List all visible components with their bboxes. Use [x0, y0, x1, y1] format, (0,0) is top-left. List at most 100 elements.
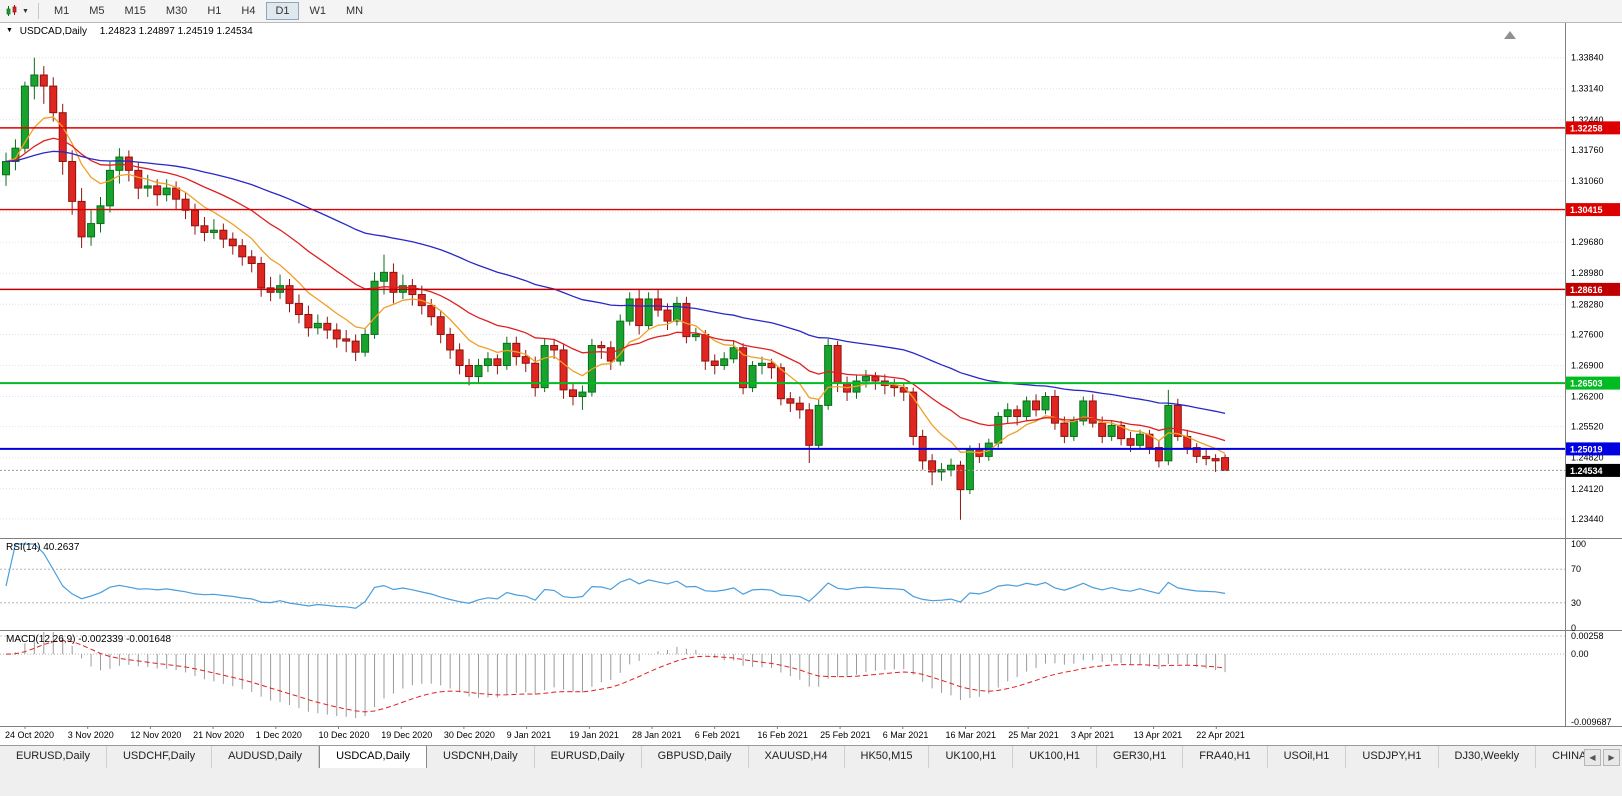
rsi-guides — [0, 568, 1565, 604]
svg-text:1 Dec 2020: 1 Dec 2020 — [256, 730, 302, 740]
toolbar: ▼ M1 M5 M15 M30 H1 H4 D1 W1 MN — [0, 0, 1622, 23]
svg-text:1.28280: 1.28280 — [1571, 299, 1604, 309]
timeframe-m30[interactable]: M30 — [157, 2, 196, 20]
svg-text:3 Apr 2021: 3 Apr 2021 — [1071, 730, 1115, 740]
chart-symbol-label: USDCAD,Daily — [19, 26, 87, 37]
svg-text:1.28616: 1.28616 — [1570, 285, 1603, 295]
svg-text:24 Oct 2020: 24 Oct 2020 — [5, 730, 54, 740]
svg-text:1.33840: 1.33840 — [1571, 53, 1604, 63]
chart-type-dropdown-caret-icon[interactable]: ▼ — [22, 7, 29, 15]
tab-usoil-h1[interactable]: USOil,H1 — [1267, 746, 1347, 768]
tab-usdcnh-daily[interactable]: USDCNH,Daily — [427, 746, 535, 768]
time-axis[interactable]: 24 Oct 2020 3 Nov 2020 12 Nov 2020 21 Nov 2… — [5, 726, 1245, 740]
chart-collapse-icon[interactable]: ▼ — [6, 27, 13, 34]
level-badge-1.28616: 1.28616 — [1566, 282, 1620, 296]
rsi-indicator-label: RSI(14) 40.2637 — [6, 542, 80, 553]
svg-text:28 Jan 2021: 28 Jan 2021 — [632, 730, 682, 740]
svg-text:21 Nov 2020: 21 Nov 2020 — [193, 730, 244, 740]
candlestick-chart-icon — [6, 5, 17, 16]
chart-canvas[interactable]: 1.338401.331401.324401.317601.310601.303… — [0, 22, 1622, 745]
timeframe-mn[interactable]: MN — [337, 2, 372, 20]
timeframe-m15[interactable]: M15 — [116, 2, 155, 20]
svg-text:0.00258: 0.00258 — [1571, 631, 1604, 641]
svg-text:1.28980: 1.28980 — [1571, 268, 1604, 278]
tab-hk50-m15[interactable]: HK50,M15 — [844, 746, 930, 768]
tab-fra40-h1[interactable]: FRA40,H1 — [1183, 746, 1268, 768]
level-badge-1.32258: 1.32258 — [1566, 121, 1620, 135]
symbol-tabs: EURUSD,Daily USDCHF,Daily AUDUSD,Daily USDC… — [0, 746, 1586, 768]
svg-text:1.25520: 1.25520 — [1571, 422, 1604, 432]
svg-text:19 Dec 2020: 19 Dec 2020 — [381, 730, 432, 740]
tab-scroll-left-icon[interactable]: ◀ — [1584, 749, 1601, 766]
svg-text:1.31760: 1.31760 — [1571, 145, 1604, 155]
svg-text:30: 30 — [1571, 598, 1581, 608]
chart-type-icon[interactable] — [3, 3, 21, 19]
chart-shift-marker[interactable] — [1504, 31, 1516, 39]
tab-audusd-daily[interactable]: AUDUSD,Daily — [212, 746, 320, 768]
svg-text:6 Feb 2021: 6 Feb 2021 — [695, 730, 741, 740]
timeframe-h1[interactable]: H1 — [198, 2, 230, 20]
svg-text:1.23440: 1.23440 — [1571, 514, 1604, 524]
tab-scroll-right-icon[interactable]: ▶ — [1603, 749, 1620, 766]
svg-text:16 Feb 2021: 16 Feb 2021 — [757, 730, 808, 740]
tab-gbpusd-daily[interactable]: GBPUSD,Daily — [641, 746, 749, 768]
svg-text:16 Mar 2021: 16 Mar 2021 — [946, 730, 997, 740]
tab-china300-h1[interactable]: CHINA300,H1 — [1536, 746, 1586, 768]
svg-text:1.24534: 1.24534 — [1570, 466, 1603, 476]
svg-text:10 Dec 2020: 10 Dec 2020 — [319, 730, 370, 740]
chart-window[interactable]: 1.338401.331401.324401.317601.310601.303… — [0, 22, 1622, 745]
tab-usdchf-daily[interactable]: USDCHF,Daily — [106, 746, 213, 768]
macd-indicator-label: MACD(12,26,9) -0.002339 -0.001648 — [6, 634, 172, 645]
macd-signal-line — [5, 639, 1226, 713]
tab-eurusd-daily[interactable]: EURUSD,Daily — [534, 746, 642, 768]
svg-text:-0.009687: -0.009687 — [1571, 717, 1612, 727]
svg-text:9 Jan 2021: 9 Jan 2021 — [507, 730, 552, 740]
svg-text:100: 100 — [1571, 539, 1586, 549]
price-axis[interactable]: 1.338401.331401.324401.317601.310601.303… — [1571, 53, 1612, 727]
svg-text:19 Jan 2021: 19 Jan 2021 — [569, 730, 619, 740]
svg-text:1.26900: 1.26900 — [1571, 360, 1604, 370]
svg-text:12 Nov 2020: 12 Nov 2020 — [130, 730, 181, 740]
tab-uk100-h1[interactable]: UK100,H1 — [929, 746, 1014, 768]
svg-text:25 Feb 2021: 25 Feb 2021 — [820, 730, 871, 740]
svg-text:1.25019: 1.25019 — [1570, 444, 1603, 454]
ma-mid-line — [5, 137, 1226, 442]
tab-ger30-h1[interactable]: GER30,H1 — [1097, 746, 1184, 768]
svg-text:1.26503: 1.26503 — [1570, 379, 1603, 389]
svg-text:1.33140: 1.33140 — [1571, 84, 1604, 94]
tab-scroll-controls: ◀ ▶ — [1584, 749, 1620, 766]
svg-text:1.29680: 1.29680 — [1571, 237, 1604, 247]
svg-text:0: 0 — [1571, 623, 1576, 633]
svg-text:25 Mar 2021: 25 Mar 2021 — [1008, 730, 1059, 740]
svg-text:1.30415: 1.30415 — [1570, 205, 1603, 215]
svg-text:22 Apr 2021: 22 Apr 2021 — [1196, 730, 1245, 740]
toolbar-separator — [37, 3, 39, 19]
symbol-tabbar: EURUSD,Daily USDCHF,Daily AUDUSD,Daily USDC… — [0, 745, 1622, 796]
tab-usdjpy-h1[interactable]: USDJPY,H1 — [1346, 746, 1439, 768]
timeframe-group: M1 M5 M15 M30 H1 H4 D1 W1 MN — [44, 2, 373, 20]
level-badge-1.25019: 1.25019 — [1566, 442, 1620, 456]
timeframe-d1[interactable]: D1 — [266, 2, 299, 20]
macd-histogram — [14, 632, 1226, 719]
tab-dj30-weekly[interactable]: DJ30,Weekly — [1438, 746, 1537, 768]
timeframe-h4[interactable]: H4 — [232, 2, 264, 20]
timeframe-w1[interactable]: W1 — [301, 2, 336, 20]
svg-text:1.26200: 1.26200 — [1571, 392, 1604, 402]
level-lines[interactable] — [0, 127, 1565, 450]
macd-guides — [0, 635, 1565, 655]
timeframe-m5[interactable]: M5 — [80, 2, 113, 20]
tab-uk100-h1[interactable]: UK100,H1 — [1013, 746, 1098, 768]
tab-xauusd-h4[interactable]: XAUUSD,H4 — [748, 746, 845, 768]
last-price-badge: 1.24534 — [1566, 463, 1620, 477]
tab-usdcad-daily[interactable]: USDCAD,Daily — [319, 746, 428, 768]
svg-text:0.00: 0.00 — [1571, 649, 1589, 659]
svg-text:1.24120: 1.24120 — [1571, 484, 1604, 494]
tab-eurusd-daily[interactable]: EURUSD,Daily — [0, 746, 107, 768]
svg-text:3 Nov 2020: 3 Nov 2020 — [68, 730, 114, 740]
svg-text:1.32258: 1.32258 — [1570, 123, 1603, 133]
timeframe-m1[interactable]: M1 — [45, 2, 78, 20]
svg-text:1.27600: 1.27600 — [1571, 329, 1604, 339]
level-badge-1.26503: 1.26503 — [1566, 376, 1620, 390]
svg-text:30 Dec 2020: 30 Dec 2020 — [444, 730, 495, 740]
svg-text:1.32440: 1.32440 — [1571, 115, 1604, 125]
